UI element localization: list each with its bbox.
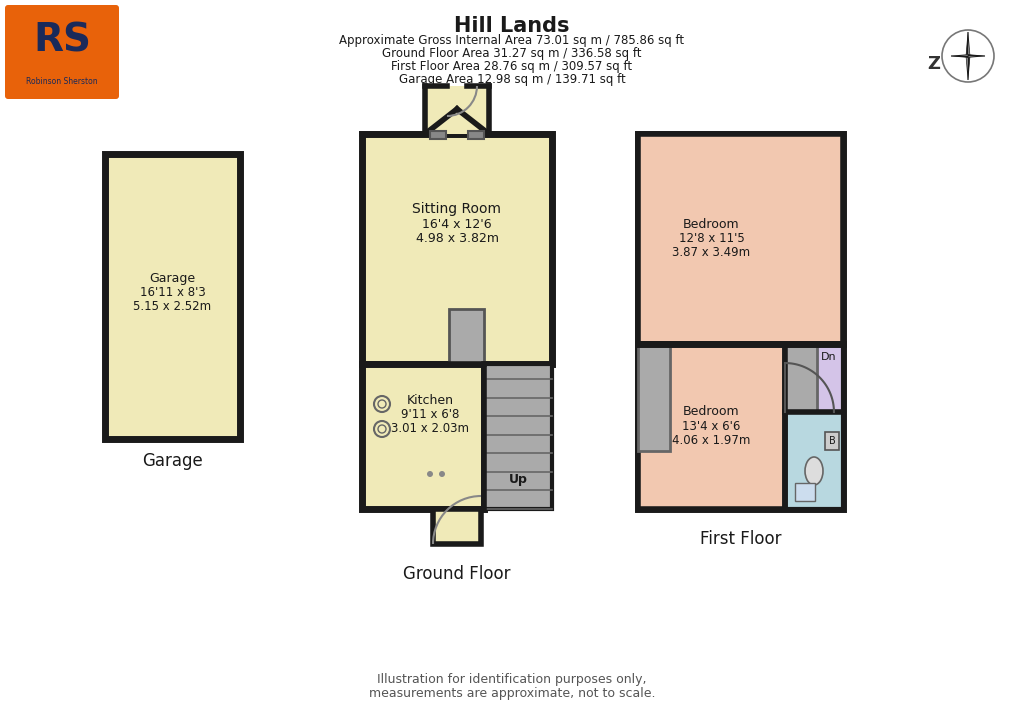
Bar bbox=[105, 154, 240, 439]
Text: Hill Lands: Hill Lands bbox=[455, 16, 569, 36]
FancyBboxPatch shape bbox=[5, 5, 119, 99]
Bar bbox=[785, 344, 817, 412]
Text: Dn: Dn bbox=[821, 352, 837, 362]
Text: 9'11 x 6'8: 9'11 x 6'8 bbox=[400, 408, 459, 421]
Text: 4.98 x 3.82m: 4.98 x 3.82m bbox=[416, 232, 499, 245]
Text: Robinson Sherston: Robinson Sherston bbox=[27, 77, 98, 85]
Bar bbox=[430, 131, 446, 139]
Text: Bedroom: Bedroom bbox=[683, 217, 739, 230]
Text: Kitchen: Kitchen bbox=[407, 395, 454, 408]
Text: B: B bbox=[828, 436, 836, 446]
Text: measurements are approximate, not to scale.: measurements are approximate, not to sca… bbox=[369, 688, 655, 701]
Text: Sitting Room: Sitting Room bbox=[413, 202, 502, 216]
Bar bbox=[785, 344, 843, 412]
Text: 3.01 x 2.03m: 3.01 x 2.03m bbox=[391, 423, 469, 436]
Text: 4.06 x 1.97m: 4.06 x 1.97m bbox=[673, 434, 751, 447]
Text: 16'4 x 12'6: 16'4 x 12'6 bbox=[422, 217, 492, 230]
Text: RS: RS bbox=[33, 22, 91, 60]
Polygon shape bbox=[968, 32, 970, 56]
Polygon shape bbox=[968, 54, 985, 56]
Bar bbox=[484, 364, 552, 509]
Text: Z: Z bbox=[928, 55, 940, 73]
Text: 13'4 x 6'6: 13'4 x 6'6 bbox=[682, 420, 740, 433]
Bar bbox=[433, 509, 481, 544]
Text: Illustration for identification purposes only,: Illustration for identification purposes… bbox=[377, 673, 647, 686]
Ellipse shape bbox=[805, 457, 823, 485]
Text: Up: Up bbox=[509, 473, 527, 486]
Bar bbox=[825, 432, 839, 450]
Circle shape bbox=[427, 471, 433, 477]
Polygon shape bbox=[968, 56, 970, 80]
Bar bbox=[425, 86, 489, 134]
Polygon shape bbox=[951, 54, 968, 56]
Bar bbox=[468, 131, 484, 139]
Polygon shape bbox=[968, 56, 985, 57]
Bar bbox=[785, 409, 843, 509]
Polygon shape bbox=[966, 32, 968, 56]
Polygon shape bbox=[966, 56, 968, 80]
Text: 3.87 x 3.49m: 3.87 x 3.49m bbox=[673, 246, 751, 259]
Text: Garage: Garage bbox=[142, 452, 203, 470]
Text: 5.15 x 2.52m: 5.15 x 2.52m bbox=[133, 300, 212, 313]
Polygon shape bbox=[951, 56, 968, 57]
Text: Bedroom: Bedroom bbox=[683, 405, 739, 418]
Text: First Floor: First Floor bbox=[699, 530, 781, 548]
Text: 12'8 x 11'5: 12'8 x 11'5 bbox=[679, 232, 744, 245]
Bar bbox=[638, 344, 670, 451]
Bar bbox=[638, 134, 843, 509]
Text: 16'11 x 8'3: 16'11 x 8'3 bbox=[139, 286, 206, 299]
Text: Approximate Gross Internal Area 73.01 sq m / 785.86 sq ft: Approximate Gross Internal Area 73.01 sq… bbox=[339, 34, 685, 47]
Bar bbox=[362, 364, 484, 509]
Bar bbox=[638, 344, 785, 509]
Text: Ground Floor Area 31.27 sq m / 336.58 sq ft: Ground Floor Area 31.27 sq m / 336.58 sq… bbox=[382, 47, 642, 60]
Bar bbox=[795, 483, 815, 501]
Text: Garage: Garage bbox=[150, 272, 196, 285]
Text: First Floor Area 28.76 sq m / 309.57 sq ft: First Floor Area 28.76 sq m / 309.57 sq … bbox=[391, 60, 633, 73]
Circle shape bbox=[439, 471, 445, 477]
Text: Garage Area 12.98 sq m / 139.71 sq ft: Garage Area 12.98 sq m / 139.71 sq ft bbox=[398, 73, 626, 86]
Bar bbox=[638, 134, 843, 344]
Text: Ground Floor: Ground Floor bbox=[403, 565, 511, 583]
Bar bbox=[449, 309, 484, 364]
Bar bbox=[362, 134, 552, 364]
